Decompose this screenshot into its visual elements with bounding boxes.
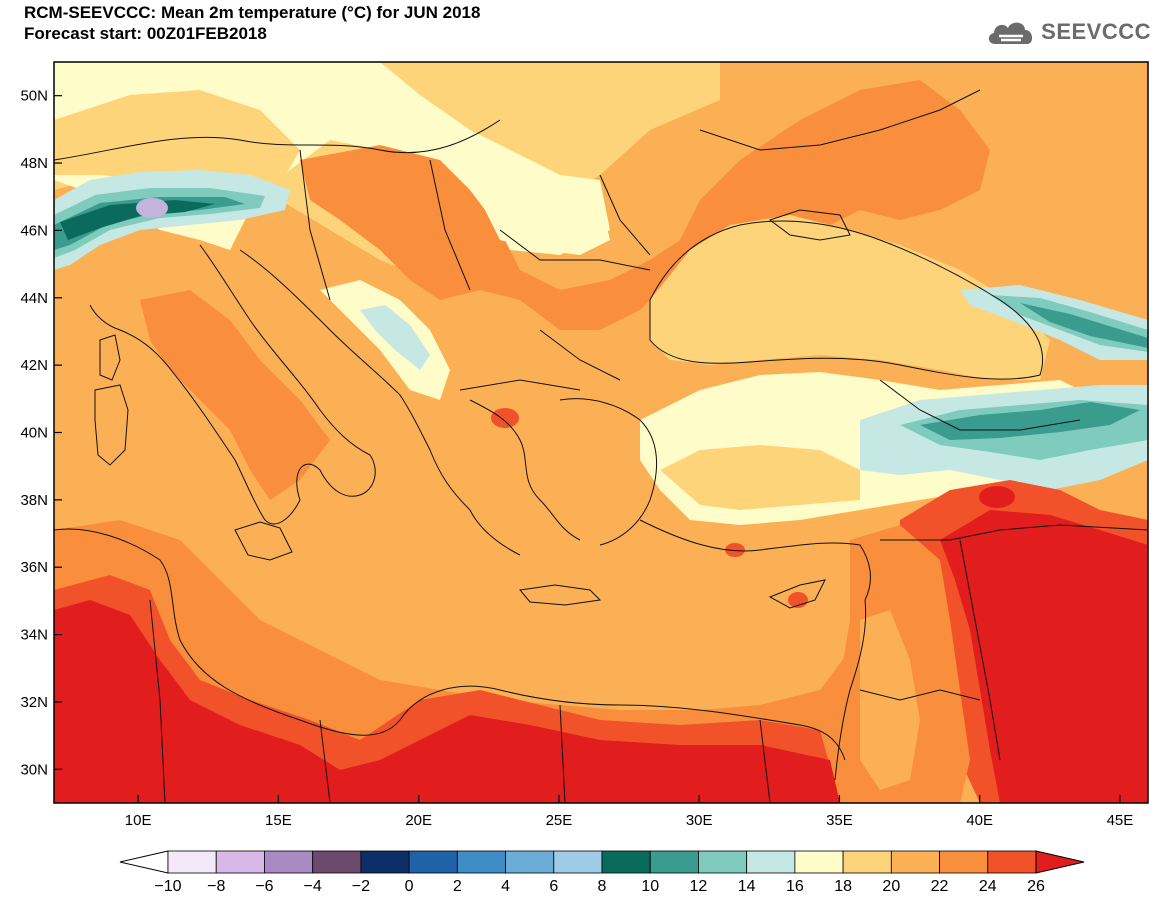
lat-tick-label: 50N (20, 88, 48, 105)
colorbar-swatch (312, 850, 362, 874)
cloud-logo-icon (989, 22, 1033, 44)
colorbar: −10 −8 −6 −4 −2 0 2 4 6 8 10 12 14 16 18 20 22 24 26 (119, 850, 1085, 895)
lat-tick-label: 48N (20, 155, 48, 172)
colorbar-swatch (456, 850, 506, 874)
colorbar-label: −2 (352, 878, 370, 895)
lat-tick-label: 42N (20, 357, 48, 374)
colorbar-swatch (553, 850, 603, 874)
field-18-20-black-sea (650, 215, 1050, 380)
field-26p-middle-east (940, 510, 1148, 803)
lon-tick-label: 20E (405, 812, 432, 829)
field-22-24-italy (140, 290, 330, 500)
tick-layer: 30N 32N 34N 36N 38N 40N 42N 44N 46N 48N 50N 10E 15E 2… (20, 88, 1133, 829)
colorbar-swatch (360, 850, 410, 874)
colorbar-label: −4 (304, 878, 322, 895)
lon-tick-label: 35E (826, 812, 853, 829)
logo-text: SEEVCCC (1041, 19, 1151, 44)
colorbar-swatch (505, 850, 555, 874)
colorbar-label: 4 (501, 878, 510, 895)
field-18-20-inner (54, 90, 300, 200)
colorbar-swatch (842, 850, 892, 874)
lat-tick-label: 44N (20, 290, 48, 307)
field-20-22-levant (855, 610, 920, 790)
colorbar-swatch (746, 850, 796, 874)
field-hotspot-thessaloniki (491, 408, 519, 428)
colorbar-swatch (890, 850, 940, 874)
colorbar-label: −8 (207, 878, 225, 895)
colorbar-label: 24 (979, 878, 997, 895)
colorbar-label: 18 (834, 878, 852, 895)
colorbar-label: 12 (690, 878, 708, 895)
lon-tick-label: 25E (546, 812, 573, 829)
seevccc-logo: SEEVCCC (985, 16, 1151, 48)
colorbar-swatch (794, 850, 844, 874)
field-22-24-balkans (300, 80, 990, 330)
colorbar-label: 16 (786, 878, 804, 895)
lon-tick-label: 10E (125, 812, 152, 829)
coastlines (54, 89, 1148, 803)
lat-tick-label: 46N (20, 222, 48, 239)
colorbar-label: 0 (405, 878, 414, 895)
field-10-12-caucasus (1020, 303, 1148, 348)
lon-tick-label: 15E (265, 812, 292, 829)
field-cold-alps (136, 198, 168, 218)
field-18-20-anatolia (660, 445, 860, 510)
lon-tick-label: 40E (966, 812, 993, 829)
colorbar-label: 8 (598, 878, 607, 895)
lat-tick-label: 36N (20, 559, 48, 576)
field-16-18-carpathians (480, 180, 610, 255)
colorbar-swatch (167, 850, 217, 874)
colorbar-swatch (939, 850, 989, 874)
colorbar-label: 2 (453, 878, 462, 895)
lat-tick-label: 40N (20, 425, 48, 442)
field-26p-n-africa (54, 600, 840, 803)
colorbar-swatch (215, 850, 265, 874)
colorbar-label: 26 (1027, 878, 1045, 895)
colorbar-swatch (601, 850, 651, 874)
title-block: RCM-SEEVCCC: Mean 2m temperature (°C) fo… (24, 2, 480, 44)
colorbar-label: −6 (255, 878, 273, 895)
colorbar-swatch (264, 850, 314, 874)
map-area (54, 62, 1148, 803)
lat-tick-label: 32N (20, 694, 48, 711)
lat-tick-label: 38N (20, 492, 48, 509)
colorbar-label: 10 (641, 878, 659, 895)
lat-tick-label: 34N (20, 627, 48, 644)
colorbar-swatch (408, 850, 458, 874)
colorbar-low-arrow (119, 850, 169, 874)
lat-tick-label: 30N (20, 761, 48, 778)
colorbar-label: −10 (154, 878, 181, 895)
colorbar-swatch (698, 850, 748, 874)
forecast-start: Forecast start: 00Z01FEB2018 (24, 24, 267, 43)
colorbar-swatch (987, 850, 1037, 874)
lon-tick-label: 30E (686, 812, 713, 829)
colorbar-swatch (649, 850, 699, 874)
colorbar-high-arrow (1035, 850, 1085, 874)
lon-tick-label: 45E (1107, 812, 1134, 829)
colorbar-label: 22 (931, 878, 949, 895)
field-hotspot-turkey-se (979, 486, 1015, 508)
colorbar-label: 20 (882, 878, 900, 895)
map-title: RCM-SEEVCCC: Mean 2m temperature (°C) fo… (24, 3, 481, 22)
colorbar-label: 6 (549, 878, 558, 895)
field-hotspot-antalya (725, 543, 745, 557)
field-14-16-balkans (360, 305, 430, 370)
colorbar-label: 14 (738, 878, 756, 895)
field-8-10-alps (60, 200, 215, 240)
